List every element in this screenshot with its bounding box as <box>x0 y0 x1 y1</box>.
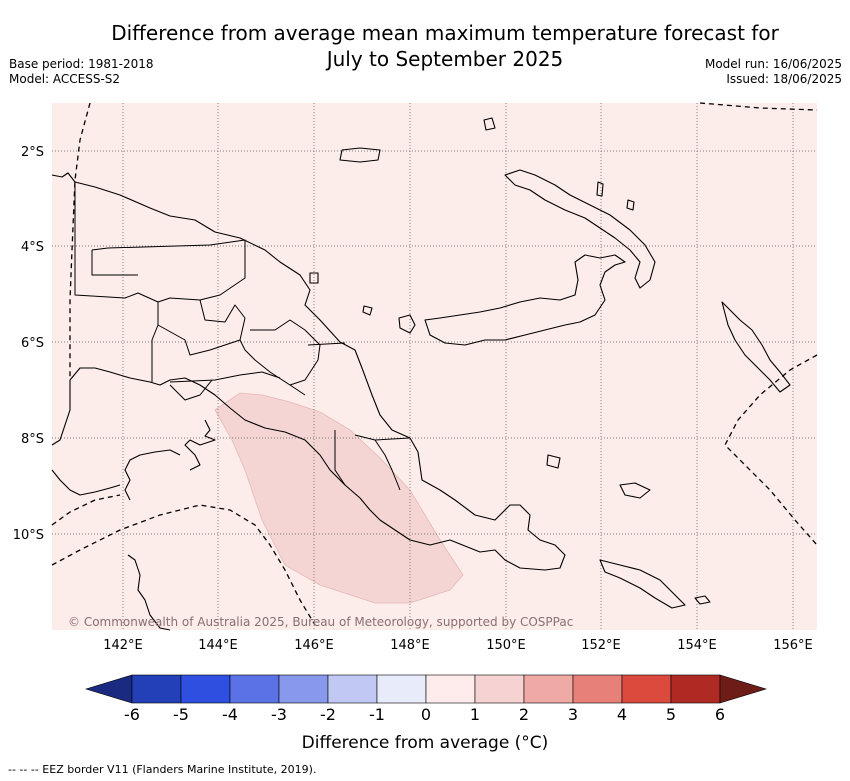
colorbar-bin <box>376 674 427 704</box>
colorbar-extend-high <box>719 674 768 704</box>
colorbar-bin <box>621 674 672 704</box>
colorbar-tick-label: 6 <box>715 705 725 724</box>
model-name: Model: ACCESS-S2 <box>9 72 121 86</box>
colorbar-bin <box>131 674 182 704</box>
lat-label-4s: 4°S <box>21 240 44 255</box>
colorbar-tick-label: 0 <box>421 705 431 724</box>
colorbar-bin <box>229 674 280 704</box>
map-title: Difference from average mean maximum tem… <box>60 20 830 72</box>
lat-label-6s: 6°S <box>21 336 44 351</box>
colorbar-extend-low <box>84 674 133 704</box>
anomaly-region <box>214 392 464 604</box>
colorbar-tick-label: 3 <box>568 705 578 724</box>
colorbar-tick-label: -5 <box>173 705 189 724</box>
model-run: Model run: 16/06/2025 <box>704 57 842 71</box>
lat-label-2s: 2°S <box>21 145 44 160</box>
lon-label-146e: 146°E <box>294 638 334 653</box>
colorbar-tick-label: -1 <box>369 705 385 724</box>
internal-borders <box>74 182 411 491</box>
lon-label-150e: 150°E <box>486 638 526 653</box>
eez-borders <box>51 102 818 626</box>
colorbar-tick-labels: -6 -5 -4 -3 -2 -1 0 1 2 3 4 5 6 <box>124 705 725 724</box>
colorbar-bin <box>474 674 525 704</box>
base-period: Base period: 1981-2018 <box>9 57 154 71</box>
colorbar-tick-label: -6 <box>124 705 140 724</box>
lon-label-156e: 156°E <box>773 638 813 653</box>
colorbar-label: Difference from average (°C) <box>301 733 549 753</box>
graticule <box>52 103 817 630</box>
lon-label-144e: 144°E <box>198 638 238 653</box>
colorbar-tick-label: 5 <box>666 705 676 724</box>
lat-label-10s: 10°S <box>13 528 44 543</box>
lon-label-148e: 148°E <box>390 638 430 653</box>
lon-label-154e: 154°E <box>677 638 717 653</box>
lon-label-152e: 152°E <box>581 638 621 653</box>
colorbar-tick-label: 1 <box>470 705 480 724</box>
colorbar-bin <box>278 674 329 704</box>
colorbar-bin <box>670 674 721 704</box>
longitude-labels: 142°E 144°E 146°E 148°E 150°E 152°E 154°… <box>103 638 813 653</box>
copyright-notice: © Commonwealth of Australia 2025, Bureau… <box>68 615 573 629</box>
colorbar-tick-label: -2 <box>320 705 336 724</box>
issued-date: Issued: 18/06/2025 <box>726 72 842 86</box>
model-info: Base period: 1981-2018 Model: ACCESS-S2 <box>9 57 154 87</box>
colorbar-bin <box>327 674 378 704</box>
latitude-labels: 2°S 4°S 6°S 8°S 10°S <box>13 145 44 543</box>
colorbar-tick-label: -4 <box>222 705 238 724</box>
colorbar-bin <box>180 674 231 704</box>
lat-label-8s: 8°S <box>21 432 44 447</box>
colorbar-tick-label: 4 <box>617 705 627 724</box>
lon-label-142e: 142°E <box>103 638 143 653</box>
title-line-1: Difference from average mean maximum tem… <box>111 21 779 45</box>
colorbar-bin <box>523 674 574 704</box>
title-line-2: July to September 2025 <box>326 47 564 71</box>
colorbar-bin <box>425 674 476 704</box>
colorbar <box>84 674 768 704</box>
coastlines <box>51 117 791 631</box>
eez-footnote: -- -- -- EEZ border V11 (Flanders Marine… <box>8 763 317 776</box>
colorbar-tick-label: -3 <box>271 705 287 724</box>
run-info: Model run: 16/06/2025 Issued: 18/06/2025 <box>705 57 842 87</box>
colorbar-bin <box>572 674 623 704</box>
colorbar-tick-label: 2 <box>519 705 529 724</box>
